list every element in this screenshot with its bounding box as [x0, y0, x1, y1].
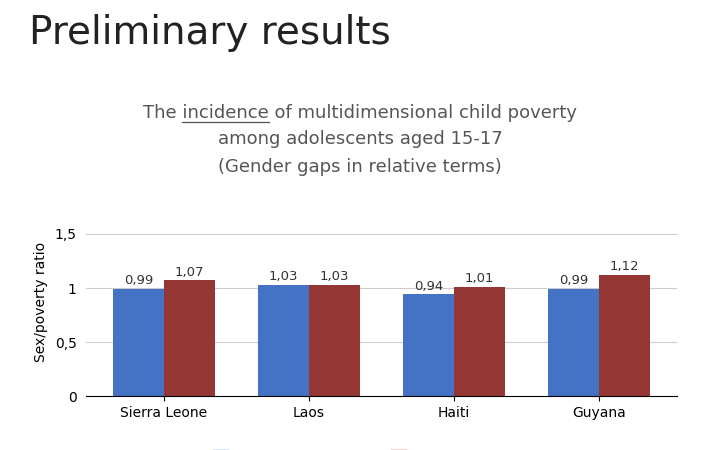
Bar: [599, 275, 650, 396]
Bar: [258, 285, 309, 396]
Text: 1,07: 1,07: [175, 266, 204, 279]
Text: 1,03: 1,03: [269, 270, 298, 283]
Text: 1,03: 1,03: [320, 270, 349, 283]
Text: 0,99: 0,99: [559, 274, 588, 288]
Text: incidence: incidence: [0, 104, 86, 122]
Text: Preliminary results: Preliminary results: [29, 14, 390, 51]
Bar: [549, 289, 599, 396]
Y-axis label: Sex/poverty ratio: Sex/poverty ratio: [34, 242, 48, 361]
Text: 1,12: 1,12: [610, 261, 639, 274]
Text: 0,99: 0,99: [124, 274, 153, 288]
Text: among adolescents aged 15-17: among adolescents aged 15-17: [217, 130, 503, 148]
Text: The incidence of multidimensional child poverty: The incidence of multidimensional child …: [143, 104, 577, 122]
Legend: Baseline Measure, Enhanced Measure: Baseline Measure, Enhanced Measure: [207, 445, 556, 450]
Text: The: The: [0, 104, 40, 122]
Text: 0,94: 0,94: [414, 280, 444, 293]
Bar: [309, 285, 360, 396]
Bar: [113, 289, 164, 396]
Bar: [454, 287, 505, 396]
Text: 1,01: 1,01: [465, 272, 494, 285]
Bar: [403, 294, 454, 396]
Text: The incidence of multidimensional child poverty: The incidence of multidimensional child …: [143, 104, 577, 122]
Text: (Gender gaps in relative terms): (Gender gaps in relative terms): [218, 158, 502, 176]
Bar: [164, 280, 215, 396]
